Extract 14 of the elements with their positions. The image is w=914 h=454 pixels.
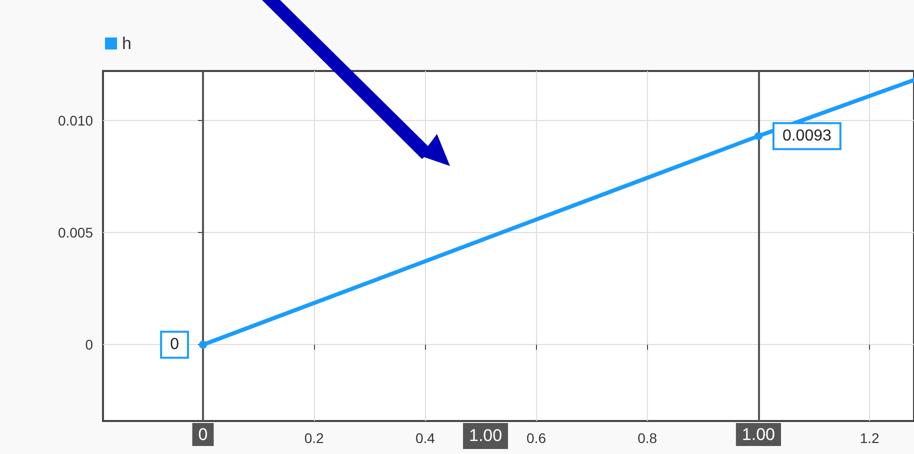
- data-label: 0: [170, 336, 180, 354]
- text: 1.00: [463, 423, 508, 449]
- x-tick-label: 1.2: [860, 430, 880, 446]
- x-tick-label: 0.8: [638, 430, 658, 446]
- x-tick-label: 0.6: [526, 430, 546, 446]
- y-tick-label: 0: [85, 336, 94, 353]
- data-label: 0.0093: [782, 128, 832, 145]
- ref-line-label: 0: [198, 425, 208, 444]
- x-tick-label: 0.2: [304, 430, 324, 446]
- y-tick-label: 0.010: [58, 112, 94, 128]
- ref-line-label: 1.00: [742, 425, 776, 444]
- y-tick-label: 0.005: [58, 224, 94, 241]
- x-tick-label: 0.4: [415, 430, 436, 446]
- legend-label: h: [122, 34, 132, 53]
